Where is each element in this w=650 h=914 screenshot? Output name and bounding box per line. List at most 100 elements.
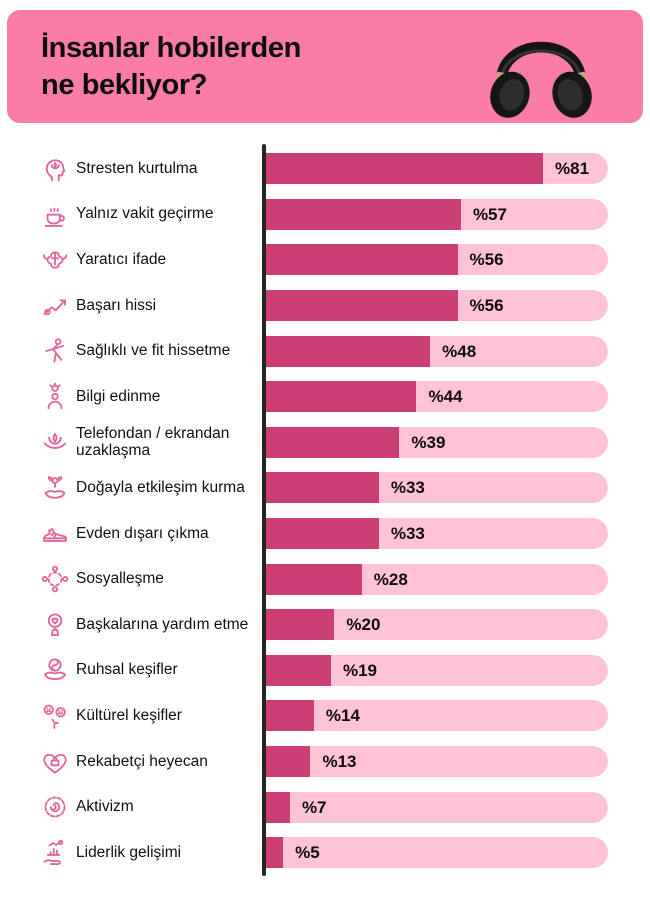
bar-value-label: %14	[325, 706, 360, 726]
bar-fill	[266, 198, 461, 230]
bar-fill	[266, 791, 290, 823]
hands-yinyang-icon	[40, 655, 76, 685]
chart-rows: Stresten kurtulma %81 Yalnız vakit geçirme…	[40, 146, 608, 876]
bar-value-label: %33	[390, 478, 425, 498]
category-label: Evden dışarı çıkma	[76, 524, 209, 542]
bar-area: %48	[262, 335, 608, 367]
category-label: Kültürel keşifler	[76, 707, 182, 725]
hand-growth-chart-icon	[40, 838, 76, 868]
category-label: Sosyalleşme	[76, 570, 164, 588]
header-banner: İnsanlar hobilerden ne bekliyor?	[7, 10, 643, 123]
bar-area: %14	[262, 700, 608, 732]
page-title-line2: ne bekliyor?	[41, 68, 208, 101]
lotus-meditation-icon	[40, 427, 76, 457]
chart-row: Doğayla etkileşim kurma %33	[40, 465, 608, 511]
bar-track: %57	[266, 198, 608, 230]
activism-badge-icon	[40, 792, 76, 822]
bar-value-label: %19	[342, 660, 377, 680]
bar-fill	[266, 654, 331, 686]
heart-briefcase-icon	[40, 747, 76, 777]
bar-chart: Stresten kurtulma %81 Yalnız vakit geçirme…	[40, 144, 608, 876]
bar-area: %33	[262, 518, 608, 550]
chart-row: Başkalarına yardım etme %20	[40, 602, 608, 648]
bar-track: %39	[266, 426, 608, 458]
bar-value-label: %48	[442, 341, 477, 361]
bar-fill	[266, 153, 544, 185]
bar-value-label: %81	[555, 159, 590, 179]
bar-value-label: %39	[411, 432, 446, 452]
category-label: Liderlik gelişimi	[76, 843, 182, 861]
category-label: Sağlıklı ve fit hissetme	[76, 342, 231, 360]
chart-row: Bilgi edinme %44	[40, 374, 608, 420]
chart-row: Aktivizm %7	[40, 784, 608, 830]
chart-row: Telefondan / ekrandan uzaklaşma %39	[40, 420, 608, 466]
mirror-heart-icon	[40, 610, 76, 640]
category-label: Başkalarına yardım etme	[76, 615, 249, 633]
chart-row: Sağlıklı ve fit hissetme %48	[40, 328, 608, 374]
idea-person-icon	[40, 382, 76, 412]
category-label: Telefondan / ekrandan uzaklaşma	[76, 424, 230, 460]
bar-value-label: %57	[472, 204, 507, 224]
bar-fill	[266, 746, 311, 778]
bar-fill	[266, 335, 431, 367]
bar-value-label: %28	[373, 569, 408, 589]
bar-track: %7	[266, 791, 608, 823]
chart-row: Yaratıcı ifade %56	[40, 237, 608, 283]
bar-area: %56	[262, 290, 608, 322]
people-circle-icon	[40, 564, 76, 594]
bar-track: %56	[266, 244, 608, 276]
coffee-cup-icon	[40, 199, 76, 229]
bar-value-label: %7	[301, 797, 327, 817]
bar-fill	[266, 609, 335, 641]
bar-fill	[266, 381, 417, 413]
bar-area: %19	[262, 654, 608, 686]
bar-area: %39	[262, 426, 608, 458]
bar-area: %56	[262, 244, 608, 276]
category-label: Ruhsal keşifler	[76, 661, 178, 679]
chart-row: Yalnız vakit geçirme %57	[40, 192, 608, 238]
chart-row: Başarı hissi %56	[40, 283, 608, 329]
stretching-person-icon	[40, 336, 76, 366]
bar-value-label: %5	[295, 843, 320, 863]
bar-fill	[266, 518, 379, 550]
bar-fill	[266, 290, 458, 322]
page-title: İnsanlar hobilerden ne bekliyor?	[41, 30, 301, 103]
chart-row: Sosyalleşme %28	[40, 556, 608, 602]
success-arrow-icon	[40, 291, 76, 321]
bar-track: %44	[266, 381, 608, 413]
bar-track: %19	[266, 654, 608, 686]
bar-track: %33	[266, 518, 608, 550]
head-lotus-icon	[40, 154, 76, 184]
bar-track: %56	[266, 290, 608, 322]
sneaker-icon	[40, 519, 76, 549]
bar-area: %28	[262, 563, 608, 595]
bar-value-label: %13	[322, 752, 357, 772]
bar-value-label: %33	[390, 524, 425, 544]
mood-faces-icon	[40, 701, 76, 731]
bar-fill	[266, 426, 400, 458]
page-title-line1: İnsanlar hobilerden	[41, 32, 301, 64]
headphones-image	[490, 41, 592, 118]
bar-fill	[266, 837, 284, 869]
bar-value-label: %44	[428, 387, 463, 407]
bar-area: %13	[262, 746, 608, 778]
category-label: Rekabetçi heyecan	[76, 752, 208, 770]
category-label: Yalnız vakit geçirme	[76, 205, 214, 223]
bar-area: %44	[262, 381, 608, 413]
bar-area: %7	[262, 791, 608, 823]
bar-value-label: %56	[469, 296, 504, 316]
chart-row: Rekabetçi heyecan %13	[40, 739, 608, 785]
brain-strength-icon	[40, 245, 76, 275]
bar-value-label: %56	[469, 250, 504, 270]
bar-area: %57	[262, 198, 608, 230]
bar-track: %81	[266, 153, 608, 185]
bar-value-label: %20	[346, 615, 381, 635]
bar-fill	[266, 472, 379, 504]
chart-row: Evden dışarı çıkma %33	[40, 511, 608, 557]
bar-track: %14	[266, 700, 608, 732]
bar-area: %81	[262, 153, 608, 185]
bar-track: %28	[266, 563, 608, 595]
bar-fill	[266, 563, 362, 595]
bar-area: %20	[262, 609, 608, 641]
